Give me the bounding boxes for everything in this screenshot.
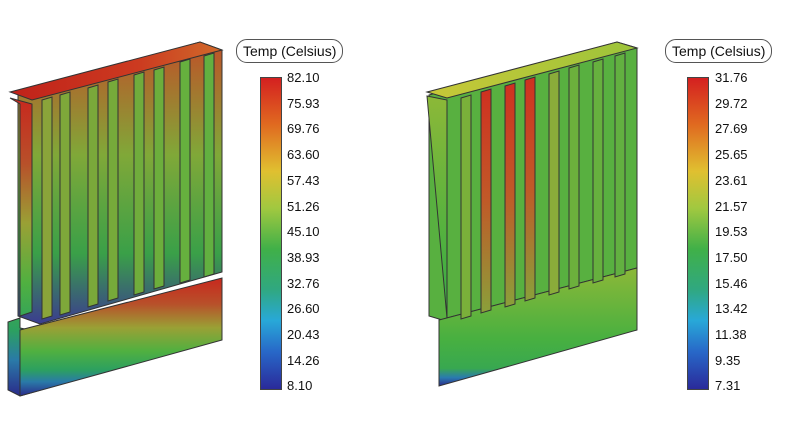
right-fins (460, 52, 626, 320)
left-tick-label: 14.26 (287, 352, 320, 368)
right-tick-label: 23.61 (715, 172, 748, 188)
left-top-face (8, 41, 224, 101)
left-tick-label: 63.60 (287, 147, 320, 163)
left-tick-label: 8.10 (287, 378, 313, 394)
right-tick-label: 7.31 (715, 378, 741, 394)
left-tick-label: 32.76 (287, 275, 320, 291)
left-tick-label: 51.26 (287, 198, 320, 214)
left-tick-label: 45.10 (287, 224, 320, 240)
right-tick-label: 29.72 (715, 95, 748, 111)
left-tick-label: 82.10 (287, 70, 320, 85)
left-tick-label: 57.43 (287, 172, 320, 188)
right-tick-label: 25.65 (715, 147, 748, 163)
left-simulation-panel: Temp (Celsius) 82.10 75.93 69.76 63.60 57.43… (7, 39, 344, 397)
right-tick-label: 27.69 (715, 121, 748, 137)
right-tick-label: 31.76 (715, 70, 748, 85)
right-top-face (425, 41, 639, 99)
right-colorbar (687, 77, 709, 390)
right-heat-sink-model (425, 41, 639, 387)
right-tick-label: 19.53 (715, 224, 748, 240)
right-tick-label: 17.50 (715, 249, 748, 265)
right-simulation-panel: Temp (Celsius) 31.76 29.72 27.69 25.65 23.61… (397, 0, 794, 424)
left-base-block (19, 277, 223, 397)
left-tick-label: 26.60 (287, 301, 320, 317)
right-legend-title: Temp (Celsius) (665, 39, 773, 63)
right-tick-label: 21.57 (715, 198, 748, 214)
right-tick-label: 9.35 (715, 352, 741, 368)
left-fins (41, 52, 215, 320)
left-tick-label: 38.93 (287, 249, 320, 265)
right-tick-label: 13.42 (715, 301, 748, 317)
right-tick-label: 15.46 (715, 275, 748, 291)
left-heat-sink-model (7, 41, 224, 397)
left-tick-label: 75.93 (287, 95, 320, 111)
left-tick-label: 20.43 (287, 327, 320, 342)
right-tick-label: 11.38 (715, 327, 747, 342)
left-legend-title: Temp (Celsius) (236, 39, 344, 63)
left-tick-label: 69.76 (287, 121, 320, 137)
left-colorbar (260, 77, 282, 390)
